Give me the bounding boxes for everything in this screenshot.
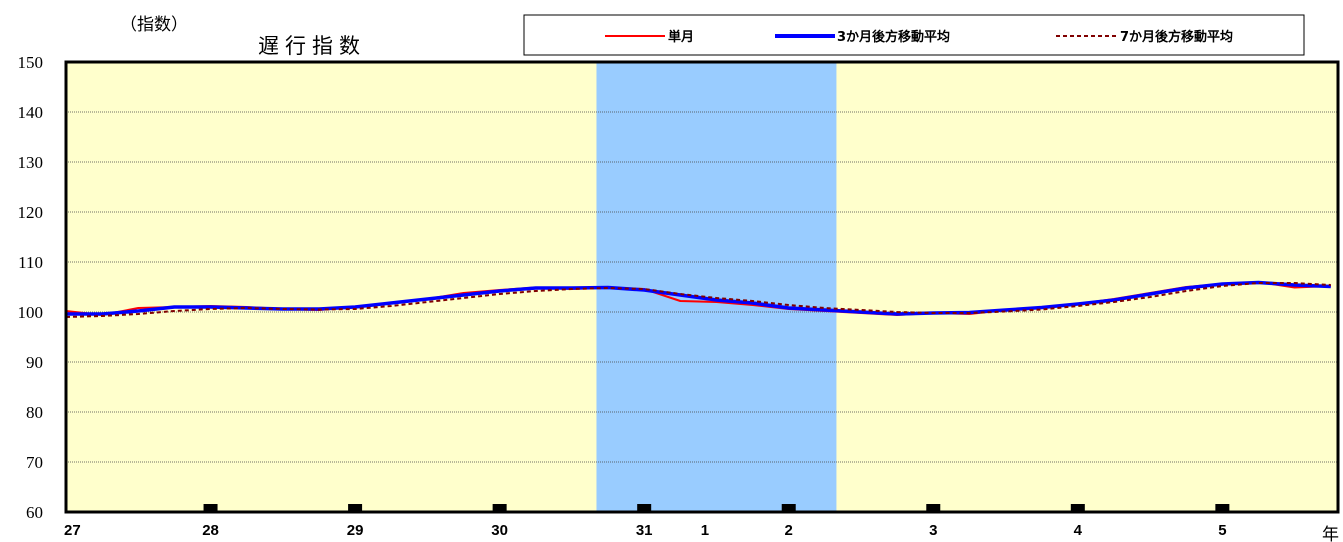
x-axis-labels: 27 28 29 30 31 1 2 3 4 5 [64,504,1230,539]
y-tick-label: 80 [26,403,43,422]
series-layer [65,280,1331,318]
x-tick-label: 3 [929,522,937,539]
gridlines [66,111,1338,463]
x-tick-label: 30 [491,522,508,539]
y-tick-label: 70 [26,453,43,472]
x-tick-label: 5 [1218,522,1226,539]
y-tick-label: 110 [18,253,43,272]
y-tick-label: 120 [18,203,44,222]
y-tick-label: 150 [18,53,44,72]
series-line-2 [65,282,1331,318]
plot-frame [64,60,1340,514]
y-tick-label: 140 [18,103,44,122]
x-tick-mark [637,504,652,511]
y-tick-label: 90 [26,353,43,372]
y-tick-label: 100 [18,303,44,322]
legend-label-monthly: 単月 [668,29,694,45]
x-tick-mark [203,504,218,511]
y-tick-label: 130 [18,153,44,172]
x-tick-label: 27 [64,522,81,539]
x-tick-mark [492,504,507,511]
legend: 単月 3か月後方移動平均 7か月後方移動平均 [523,14,1305,56]
x-tick-label: 2 [785,522,793,539]
y-axis-labels: 60 70 80 90 100 110 120 130 140 150 [18,53,44,522]
x-tick-mark [926,504,941,511]
legend-box [523,14,1305,56]
x-tick-label: 28 [202,522,219,539]
x-tick-label: 31 [636,522,653,539]
x-tick-label: 1 [701,522,709,539]
y-axis-unit: （指数） [120,15,188,34]
legend-label-7m-avg: 7か月後方移動平均 [1120,29,1233,45]
y-tick-label: 60 [26,503,43,522]
x-tick-mark [1215,504,1230,511]
x-tick-mark [781,504,796,511]
x-tick-label: 4 [1074,522,1083,539]
x-axis-unit: 年 [1322,525,1339,542]
legend-label-3m-avg: 3か月後方移動平均 [837,29,950,45]
x-tick-mark [348,504,363,511]
x-tick-mark [1070,504,1085,511]
chart-title: 遅行指数 [258,34,366,58]
x-tick-label: 29 [347,522,364,539]
shaded-region [596,62,837,512]
